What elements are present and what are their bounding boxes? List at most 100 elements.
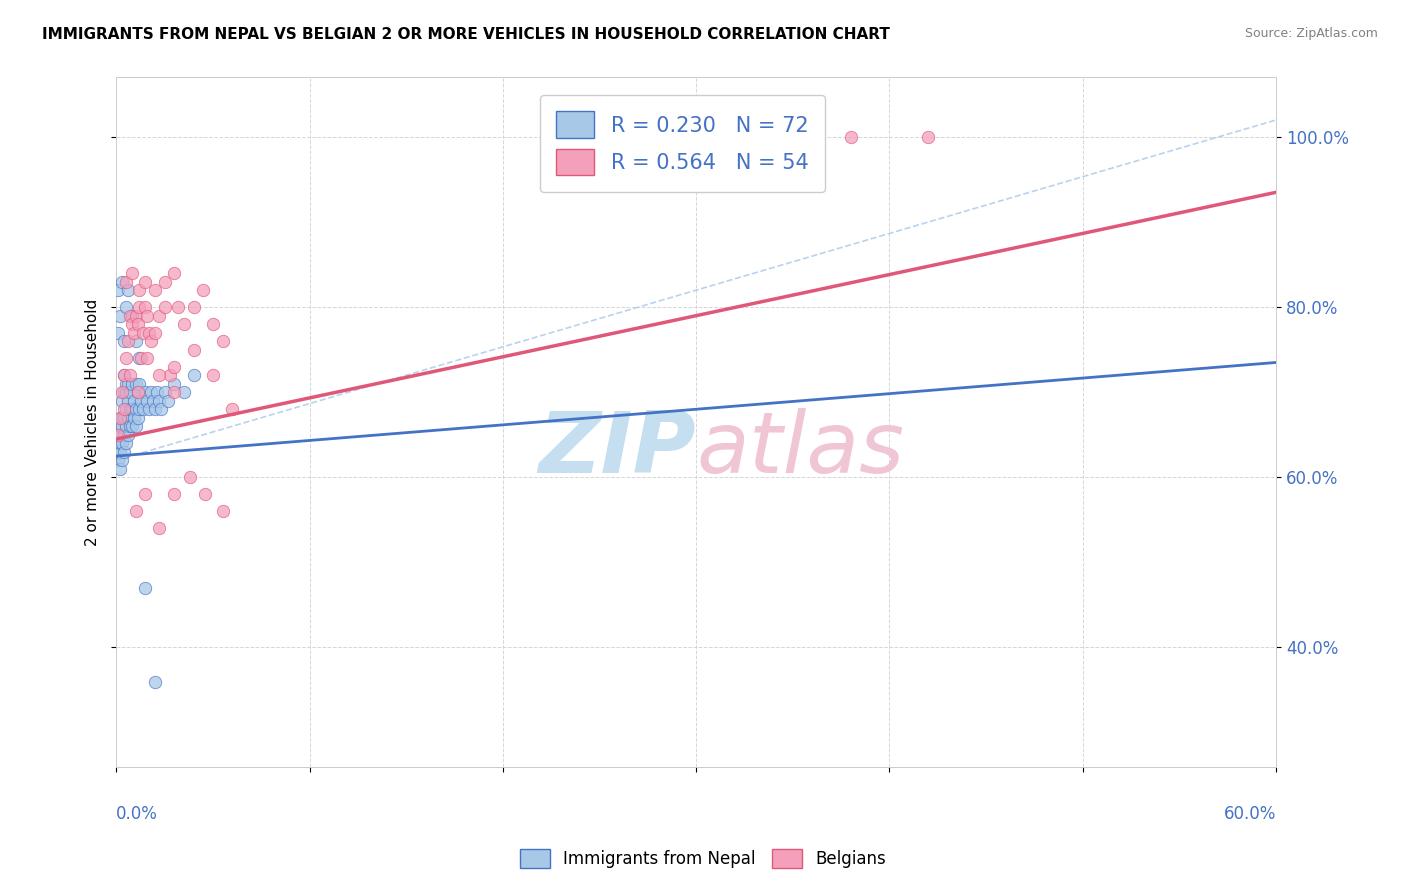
Point [148, 521, 170, 535]
Point [112, 385, 135, 400]
Point [157, 393, 180, 408]
Point [136, 393, 159, 408]
Point [108, 410, 131, 425]
Point [143, 402, 166, 417]
Point [115, 436, 138, 450]
Text: IMMIGRANTS FROM NEPAL VS BELGIAN 2 OR MORE VEHICLES IN HOUSEHOLD CORRELATION CHA: IMMIGRANTS FROM NEPAL VS BELGIAN 2 OR MO… [42, 27, 890, 42]
Point [143, 283, 166, 297]
Point [128, 283, 150, 297]
Point [134, 300, 156, 314]
Point [112, 334, 135, 348]
Text: 0.0%: 0.0% [117, 805, 157, 823]
Point [118, 402, 141, 417]
Point [115, 376, 138, 391]
Point [132, 402, 155, 417]
Point [163, 376, 186, 391]
Point [115, 402, 138, 417]
Point [115, 351, 138, 366]
Point [131, 351, 153, 366]
Point [134, 275, 156, 289]
Point [121, 419, 143, 434]
Point [183, 368, 205, 383]
Point [108, 462, 131, 476]
Point [111, 410, 134, 425]
Point [143, 326, 166, 340]
Point [108, 410, 131, 425]
Point [121, 309, 143, 323]
Point [159, 368, 181, 383]
Y-axis label: 2 or more Vehicles in Household: 2 or more Vehicles in Household [86, 299, 100, 546]
Point [124, 504, 146, 518]
Point [117, 376, 139, 391]
Point [124, 334, 146, 348]
Point [107, 326, 129, 340]
Point [134, 385, 156, 400]
Point [111, 393, 134, 408]
Point [128, 376, 150, 391]
Point [121, 402, 143, 417]
Point [107, 427, 129, 442]
Point [107, 436, 129, 450]
Point [194, 487, 217, 501]
Text: atlas: atlas [696, 408, 904, 491]
Point [201, 317, 224, 331]
Point [122, 326, 145, 340]
Point [173, 317, 195, 331]
Point [107, 453, 129, 467]
Point [118, 309, 141, 323]
Point [201, 368, 224, 383]
Point [163, 385, 186, 400]
Point [153, 300, 176, 314]
Point [124, 419, 146, 434]
Legend: Immigrants from Nepal, Belgians: Immigrants from Nepal, Belgians [513, 842, 893, 875]
Point [136, 351, 159, 366]
Point [127, 317, 149, 331]
Point [134, 581, 156, 595]
Point [117, 283, 139, 297]
Point [124, 402, 146, 417]
Point [124, 309, 146, 323]
Point [138, 402, 160, 417]
Point [111, 385, 134, 400]
Point [118, 419, 141, 434]
Point [211, 504, 233, 518]
Point [107, 427, 129, 442]
Point [124, 376, 146, 391]
Point [153, 275, 176, 289]
Point [163, 266, 186, 280]
Point [128, 402, 150, 417]
Point [111, 436, 134, 450]
Point [121, 266, 143, 280]
Point [112, 368, 135, 383]
Point [115, 300, 138, 314]
Point [211, 334, 233, 348]
Point [121, 317, 143, 331]
Point [118, 385, 141, 400]
Point [153, 385, 176, 400]
Point [193, 283, 215, 297]
Point [149, 402, 172, 417]
Point [138, 326, 160, 340]
Point [136, 309, 159, 323]
Point [107, 444, 129, 458]
Point [108, 419, 131, 434]
Point [121, 376, 143, 391]
Point [167, 300, 190, 314]
Point [839, 130, 862, 145]
Point [108, 427, 131, 442]
Point [112, 427, 135, 442]
Point [111, 275, 134, 289]
Point [131, 393, 153, 408]
Point [115, 275, 138, 289]
Point [183, 300, 205, 314]
Point [148, 368, 170, 383]
Point [127, 385, 149, 400]
Point [163, 359, 186, 374]
Point [127, 385, 149, 400]
Point [132, 326, 155, 340]
Text: ZIP: ZIP [538, 408, 696, 491]
Point [122, 393, 145, 408]
Point [146, 385, 169, 400]
Point [917, 130, 939, 145]
Point [163, 487, 186, 501]
